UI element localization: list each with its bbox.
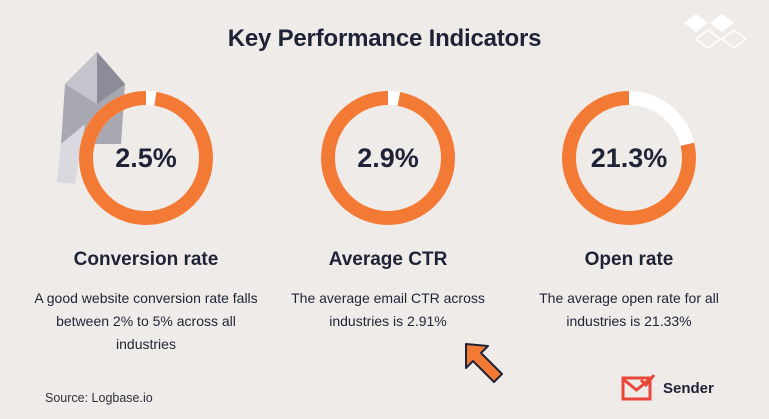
page-title: Key Performance Indicators — [227, 25, 542, 52]
progress-ring: 2.5% — [76, 88, 216, 228]
envelope-icon — [55, 44, 135, 194]
envelope-check-icon — [621, 374, 655, 401]
ring-fill — [79, 91, 213, 225]
kpi-value: 2.9% — [357, 142, 419, 173]
kpi-value: 21.3% — [590, 142, 668, 173]
cursor-arrow-icon — [462, 340, 508, 389]
source-note: Source: Logbase.io — [45, 391, 153, 405]
kpi-card-average-ctr: 2.9% Average CTR The average email CTR a… — [258, 88, 518, 333]
ring-fill — [562, 91, 696, 225]
kpi-value: 2.5% — [115, 142, 177, 173]
kpi-description: The average open rate for all industries… — [539, 290, 719, 329]
brand-logo: Sender — [621, 374, 714, 402]
progress-ring: 2.9% — [318, 88, 458, 228]
ring-fill — [321, 91, 455, 225]
brand-name: Sender — [663, 379, 714, 397]
kpi-card-conversion-rate: 2.5% Conversion rate A good website conv… — [16, 88, 276, 356]
progress-ring: 21.3% — [559, 88, 699, 228]
kpi-label: Average CTR — [328, 249, 448, 270]
kpi-description: The average email CTR across industries … — [291, 290, 485, 329]
kpi-label: Open rate — [584, 249, 674, 270]
kpi-label: Conversion rate — [73, 249, 219, 270]
diamond-pattern-icon — [668, 8, 763, 58]
kpi-card-open-rate: 21.3% Open rate The average open rate fo… — [499, 88, 759, 333]
kpi-description: A good website conversion rate falls bet… — [34, 290, 258, 352]
